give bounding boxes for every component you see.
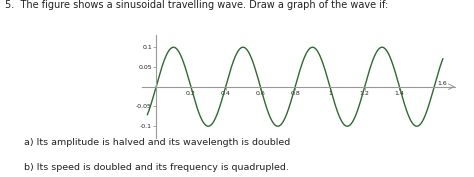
- Text: 5.  The figure shows a sinusoidal travelling wave. Draw a graph of the wave if:: 5. The figure shows a sinusoidal travell…: [5, 0, 388, 10]
- Text: b) Its speed is doubled and its frequency is quadrupled.: b) Its speed is doubled and its frequenc…: [24, 163, 288, 172]
- Text: 1.6: 1.6: [438, 81, 447, 85]
- Text: a) Its amplitude is halved and its wavelength is doubled: a) Its amplitude is halved and its wavel…: [24, 138, 290, 147]
